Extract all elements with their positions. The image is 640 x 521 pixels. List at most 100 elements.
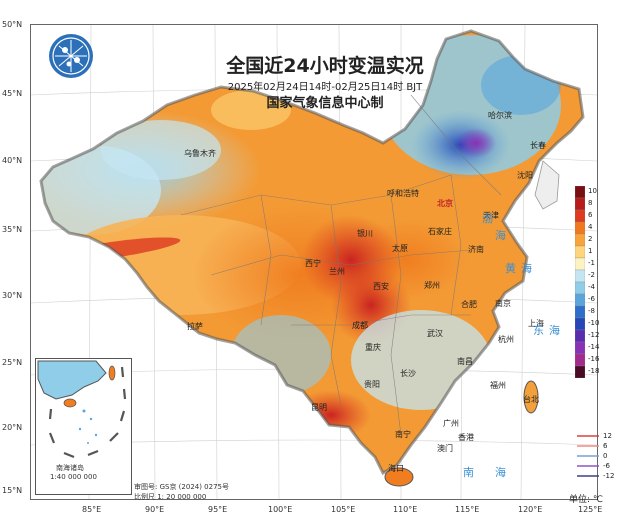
city-label: 兰州 xyxy=(329,267,345,276)
unit-label: 单位: ℃ xyxy=(569,495,604,505)
contour-legend xyxy=(577,435,599,477)
colorbar-swatch xyxy=(575,353,585,367)
lon-label: 95°E xyxy=(208,505,228,514)
map-title: 全国近24小时变温实况 xyxy=(226,55,424,77)
legend-label: 0 xyxy=(603,452,608,460)
sea-label: 海 xyxy=(495,466,506,479)
colorbar-swatch xyxy=(575,293,585,307)
city-label: 南昌 xyxy=(457,357,473,366)
sea-label: 海 xyxy=(521,262,532,275)
city-label: 郑州 xyxy=(424,281,440,290)
city-label: 乌鲁木齐 xyxy=(184,149,216,158)
colorbar-label: 10 xyxy=(588,187,597,195)
colorbar-label: -16 xyxy=(588,355,600,363)
city-label: 成都 xyxy=(352,321,368,330)
lon-label: 90°E xyxy=(145,505,165,514)
colorbar-swatch xyxy=(575,365,585,378)
city-label: 长春 xyxy=(530,141,546,150)
lat-label: 25°N xyxy=(2,358,23,367)
lat-label: 15°N xyxy=(2,486,23,495)
colorbar-label: -12 xyxy=(588,331,600,339)
colorbar-swatch xyxy=(575,197,585,211)
city-label: 北京 xyxy=(437,199,453,208)
city-label: 香港 xyxy=(458,433,474,442)
logo-icon xyxy=(49,34,93,78)
hainan-island xyxy=(384,467,414,487)
colorbar-label: -4 xyxy=(588,283,595,291)
lon-label: 105°E xyxy=(331,505,356,514)
colorbar-swatch xyxy=(575,233,585,247)
colorbar-label: -10 xyxy=(588,319,600,327)
city-label: 合肥 xyxy=(461,300,477,309)
city-label: 哈尔滨 xyxy=(488,111,512,120)
colorbar-label: 2 xyxy=(588,235,593,243)
legend-label: -6 xyxy=(603,462,610,470)
south-china-sea-inset: 南海诸岛 1:40 000 000 xyxy=(35,358,132,495)
lon-label: 115°E xyxy=(455,505,480,514)
city-label: 拉萨 xyxy=(187,322,203,331)
colorbar-swatch xyxy=(575,269,585,283)
legend-label: -12 xyxy=(603,472,615,480)
china-border xyxy=(39,29,585,476)
lon-label: 120°E xyxy=(518,505,543,514)
city-label: 西安 xyxy=(373,282,389,291)
city-label: 昆明 xyxy=(311,403,327,412)
approval-number: 审图号: GS京 (2024) 0275号 xyxy=(134,483,229,491)
lon-label: 85°E xyxy=(82,505,102,514)
lat-label: 35°N xyxy=(2,225,23,234)
province-borders xyxy=(180,94,502,436)
sea-label: 海 xyxy=(549,324,560,337)
city-label: 南宁 xyxy=(395,430,411,439)
city-label: 杭州 xyxy=(498,335,514,344)
city-label: 贵阳 xyxy=(364,380,380,389)
sea-label: 东 xyxy=(533,324,544,337)
colorbar-label: -6 xyxy=(588,295,595,303)
colorbar-swatch xyxy=(575,257,585,271)
city-label: 石家庄 xyxy=(428,227,452,236)
colorbar-swatch xyxy=(575,245,585,259)
colorbar-label: 6 xyxy=(588,211,593,219)
colorbar-label: -1 xyxy=(588,259,595,267)
colorbar-label: -2 xyxy=(588,271,595,279)
colorbar-label: -18 xyxy=(588,367,600,375)
city-label: 南京 xyxy=(495,299,511,308)
lon-label: 125°E xyxy=(578,505,603,514)
legend-label: 6 xyxy=(603,442,608,450)
lon-label: 110°E xyxy=(393,505,418,514)
colorbar-label: 1 xyxy=(588,247,593,255)
city-label: 海口 xyxy=(388,464,404,473)
city-label: 武汉 xyxy=(427,329,443,338)
colorbar-swatch xyxy=(575,305,585,319)
lat-label: 50°N xyxy=(2,20,23,29)
lat-label: 40°N xyxy=(2,156,23,165)
colorbar-swatch xyxy=(575,209,585,223)
city-label: 济南 xyxy=(468,245,484,254)
colorbar-label: -14 xyxy=(588,343,600,351)
city-label: 银川 xyxy=(357,229,373,238)
city-label: 广州 xyxy=(443,419,459,428)
city-label: 长沙 xyxy=(400,369,416,378)
colorbar-swatch xyxy=(575,186,585,199)
city-label: 呼和浩特 xyxy=(387,189,419,198)
sea-label: 南 xyxy=(463,466,474,479)
city-label: 西宁 xyxy=(305,259,321,268)
sea-label: 海 xyxy=(495,229,506,242)
colorbar-label: 4 xyxy=(588,223,593,231)
lon-label: 100°E xyxy=(268,505,293,514)
scale-text: 比例尺 1: 20 000 000 xyxy=(134,493,207,501)
colorbar-swatch xyxy=(575,341,585,355)
colorbar-label: -8 xyxy=(588,307,595,315)
agency-label: 国家气象信息中心制 xyxy=(266,96,384,111)
map-subtitle: 2025年02月24日14时-02月25日14时 BJT xyxy=(227,82,423,93)
colorbar-label: 8 xyxy=(588,199,593,207)
legend-label: 12 xyxy=(603,432,612,440)
colorbar-swatch xyxy=(575,317,585,331)
lat-label: 20°N xyxy=(2,423,23,432)
city-label: 福州 xyxy=(490,381,506,390)
lat-label: 45°N xyxy=(2,89,23,98)
colorbar-swatch xyxy=(575,329,585,343)
sea-label: 渤 xyxy=(482,212,493,225)
city-label: 太原 xyxy=(392,244,408,253)
inset-scale: 1:40 000 000 xyxy=(50,473,97,481)
city-label: 沈阳 xyxy=(517,171,533,180)
